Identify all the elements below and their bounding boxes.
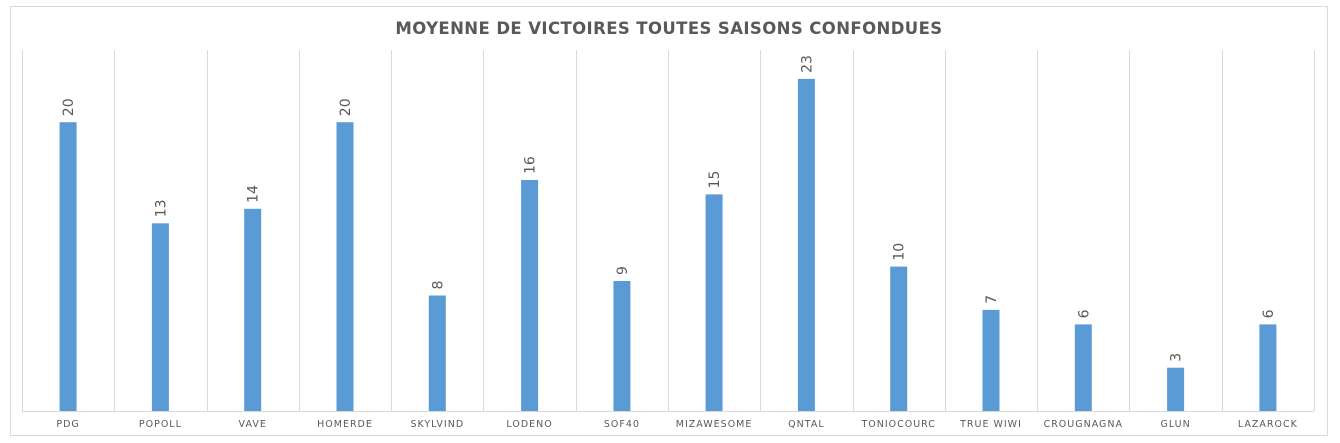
x-tick-label: TONIOCOURC: [860, 419, 936, 430]
bar-vave: [244, 208, 262, 411]
bar-layer: [59, 78, 1277, 412]
data-label: 3: [1169, 353, 1185, 362]
x-tick-label: PDG: [56, 419, 79, 430]
bar-homerde: [336, 122, 354, 411]
data-label: 15: [707, 171, 723, 189]
x-tick-label: GLUN: [1160, 419, 1190, 430]
bar-skylvind: [428, 295, 446, 411]
x-tick-label: POPOLL: [139, 419, 182, 430]
x-tick-label: HOMERDE: [317, 419, 373, 430]
bar-sof40: [613, 281, 631, 411]
data-label: 16: [523, 156, 539, 174]
x-tick-label: LAZAROCK: [1238, 419, 1298, 430]
bar-lodeno: [521, 180, 539, 411]
bar-mizawesome: [705, 194, 723, 411]
bar-true-wiwi: [982, 309, 1000, 411]
data-label: 13: [153, 199, 169, 217]
data-label: 9: [615, 266, 631, 275]
x-tick-label: SOF40: [604, 419, 640, 430]
data-label: 7: [984, 295, 1000, 304]
x-tick-label: MIZAWESOME: [676, 419, 753, 430]
tick-layer: PDG POPOLL VAVE HOMERDE SKYLVIND LODENO SOF40 M…: [56, 419, 1298, 430]
chart-title: MOYENNE DE VICTOIRES TOUTES SAISONS CONF…: [395, 19, 943, 38]
label-layer: 20 13 14 20 8 16 9 15 23 10 7 6 3 6: [61, 55, 1277, 362]
bar-toniocourc: [890, 266, 908, 411]
x-tick-label: TRUE WIWI: [959, 419, 1022, 430]
bar-glun: [1167, 367, 1185, 411]
x-tick-label: VAVE: [239, 419, 267, 430]
data-label: 14: [246, 185, 262, 203]
x-tick-label: LODENO: [506, 419, 552, 430]
bar-lazarock: [1259, 324, 1277, 411]
data-label: 6: [1261, 309, 1277, 318]
x-tick-label: QNTAL: [788, 419, 824, 430]
data-label: 20: [338, 98, 354, 116]
bar-qntal: [797, 78, 815, 412]
grid-layer: [22, 50, 1315, 412]
data-label: 20: [61, 98, 77, 116]
bar-popoll: [151, 223, 169, 411]
data-label: 8: [430, 281, 446, 290]
bar-pdg: [59, 122, 77, 411]
data-label: 10: [892, 243, 908, 261]
x-tick-label: CROUGNAGNA: [1044, 419, 1123, 430]
data-label: 6: [1076, 309, 1092, 318]
bar-crougnagna: [1074, 324, 1092, 411]
data-label: 23: [799, 55, 815, 73]
x-tick-label: SKYLVIND: [410, 419, 464, 430]
